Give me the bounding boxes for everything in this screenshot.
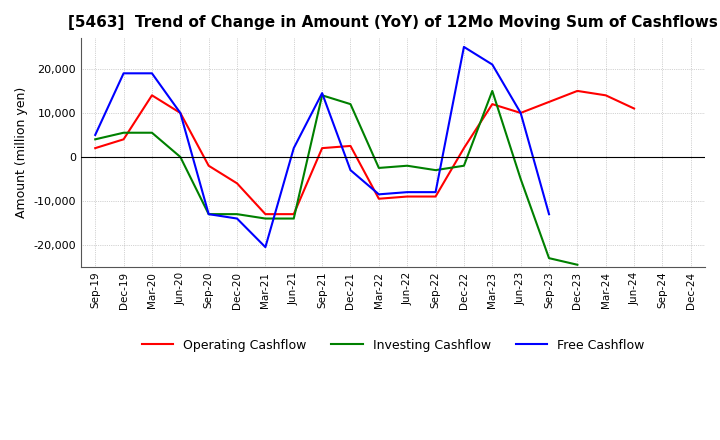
Operating Cashflow (318, 146, 326, 151)
Title: [5463]  Trend of Change in Amount (YoY) of 12Mo Moving Sum of Cashflows: [5463] Trend of Change in Amount (YoY) o… (68, 15, 718, 30)
Operating Cashflow (573, 88, 582, 94)
Free Cashflow (374, 192, 383, 197)
Free Cashflow (261, 245, 270, 250)
Operating Cashflow (346, 143, 355, 149)
Investing Cashflow (488, 88, 497, 94)
Operating Cashflow (374, 196, 383, 202)
Line: Investing Cashflow: Investing Cashflow (95, 91, 577, 265)
Operating Cashflow (431, 194, 440, 199)
Free Cashflow (488, 62, 497, 67)
Operating Cashflow (545, 99, 554, 105)
Line: Free Cashflow: Free Cashflow (95, 47, 549, 247)
Operating Cashflow (403, 194, 412, 199)
Line: Operating Cashflow: Operating Cashflow (95, 91, 634, 214)
Investing Cashflow (346, 102, 355, 107)
Free Cashflow (545, 212, 554, 217)
Investing Cashflow (374, 165, 383, 171)
Free Cashflow (516, 110, 525, 116)
Operating Cashflow (176, 110, 184, 116)
Free Cashflow (289, 146, 298, 151)
Operating Cashflow (204, 163, 213, 169)
Free Cashflow (346, 168, 355, 173)
Free Cashflow (233, 216, 241, 221)
Free Cashflow (204, 212, 213, 217)
Investing Cashflow (176, 154, 184, 160)
Investing Cashflow (261, 216, 270, 221)
Investing Cashflow (148, 130, 156, 136)
Operating Cashflow (459, 146, 468, 151)
Operating Cashflow (120, 137, 128, 142)
Operating Cashflow (289, 212, 298, 217)
Free Cashflow (318, 91, 326, 96)
Operating Cashflow (233, 181, 241, 186)
Operating Cashflow (630, 106, 639, 111)
Investing Cashflow (545, 256, 554, 261)
Investing Cashflow (516, 176, 525, 182)
Operating Cashflow (488, 102, 497, 107)
Operating Cashflow (91, 146, 99, 151)
Investing Cashflow (120, 130, 128, 136)
Investing Cashflow (289, 216, 298, 221)
Free Cashflow (176, 110, 184, 116)
Free Cashflow (431, 190, 440, 195)
Operating Cashflow (516, 110, 525, 116)
Legend: Operating Cashflow, Investing Cashflow, Free Cashflow: Operating Cashflow, Investing Cashflow, … (137, 334, 649, 357)
Free Cashflow (91, 132, 99, 138)
Operating Cashflow (148, 93, 156, 98)
Investing Cashflow (318, 93, 326, 98)
Investing Cashflow (403, 163, 412, 169)
Free Cashflow (403, 190, 412, 195)
Free Cashflow (148, 71, 156, 76)
Y-axis label: Amount (million yen): Amount (million yen) (15, 87, 28, 218)
Investing Cashflow (459, 163, 468, 169)
Investing Cashflow (233, 212, 241, 217)
Investing Cashflow (573, 262, 582, 268)
Investing Cashflow (431, 168, 440, 173)
Free Cashflow (459, 44, 468, 50)
Investing Cashflow (204, 212, 213, 217)
Free Cashflow (120, 71, 128, 76)
Operating Cashflow (261, 212, 270, 217)
Operating Cashflow (601, 93, 610, 98)
Investing Cashflow (91, 137, 99, 142)
